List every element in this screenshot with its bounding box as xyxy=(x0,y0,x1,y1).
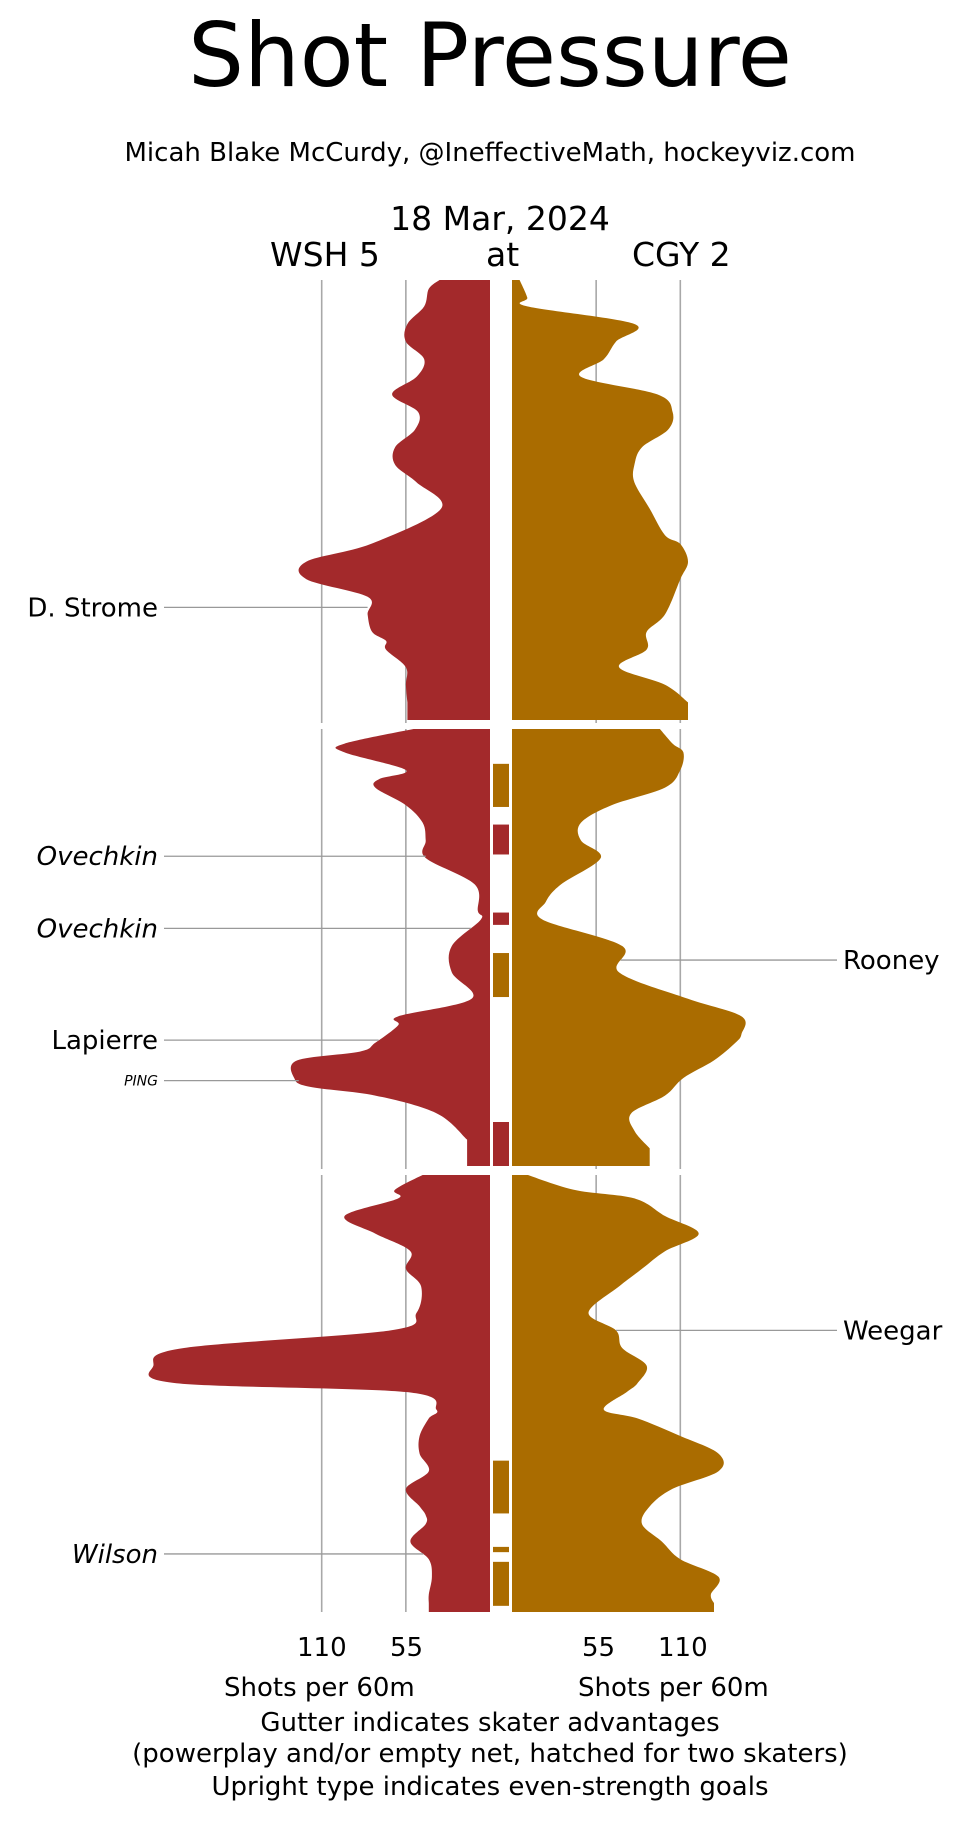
pressure-areas xyxy=(148,280,746,1612)
goal-label-8: Weegar xyxy=(843,1316,943,1346)
home-team-label: CGY 2 xyxy=(632,235,731,274)
footnote-2: (powerplay and/or empty net, hatched for… xyxy=(132,1739,848,1769)
period-separator-1 xyxy=(300,723,690,729)
goal-label-7: Rooney xyxy=(843,946,940,976)
goal-label-1: D. Strome xyxy=(27,593,158,623)
x-axis-label-home: Shots per 60m xyxy=(578,1673,769,1703)
period-separators xyxy=(300,723,690,1175)
game-date: 18 Mar, 2024 xyxy=(390,199,610,238)
gutter-bar-5 xyxy=(493,1122,509,1166)
away-team-label: WSH 5 xyxy=(270,235,380,274)
goal-label-5: PING xyxy=(124,1074,158,1090)
gutter-bar-8 xyxy=(493,1561,509,1606)
gutter-bar-6 xyxy=(493,1460,509,1514)
x-axis-label-away: Shots per 60m xyxy=(224,1673,415,1703)
period-separator-2 xyxy=(300,1169,690,1175)
chart-subtitle: Micah Blake McCurdy, @IneffectiveMath, h… xyxy=(124,138,856,168)
footnote-3: Upright type indicates even-strength goa… xyxy=(211,1772,769,1802)
home-pressure-period-1 xyxy=(512,280,688,720)
at-label: at xyxy=(486,235,520,274)
home-pressure-period-2 xyxy=(512,726,746,1166)
goal-label-2: Ovechkin xyxy=(37,842,158,872)
home-pressure-period-3 xyxy=(512,1172,724,1612)
gutter-bar-3 xyxy=(493,912,509,925)
gutter-bar-4 xyxy=(493,953,509,998)
goal-labels: D. Strome Ovechkin Ovechkin Lapierre PING Wil… xyxy=(27,593,942,1570)
chart-title: Shot Pressure xyxy=(188,4,792,107)
x-tick-home-55: 55 xyxy=(582,1633,616,1663)
x-tick-away-110: 110 xyxy=(297,1633,347,1663)
gutter-bar-7 xyxy=(493,1546,509,1553)
goal-label-4: Lapierre xyxy=(52,1026,159,1056)
goal-label-3: Ovechkin xyxy=(37,914,158,944)
gutter-bar-2 xyxy=(493,824,509,855)
away-pressure-period-1 xyxy=(298,280,490,720)
away-pressure-period-2 xyxy=(290,726,490,1166)
x-tick-away-55: 55 xyxy=(390,1633,424,1663)
goal-label-6: Wilson xyxy=(72,1540,158,1570)
away-pressure-period-3 xyxy=(148,1172,490,1612)
footnote-1: Gutter indicates skater advantages xyxy=(260,1708,720,1738)
gutter-bars xyxy=(493,763,509,1606)
gutter-bar-1 xyxy=(493,763,509,807)
x-tick-home-110: 110 xyxy=(658,1633,708,1663)
